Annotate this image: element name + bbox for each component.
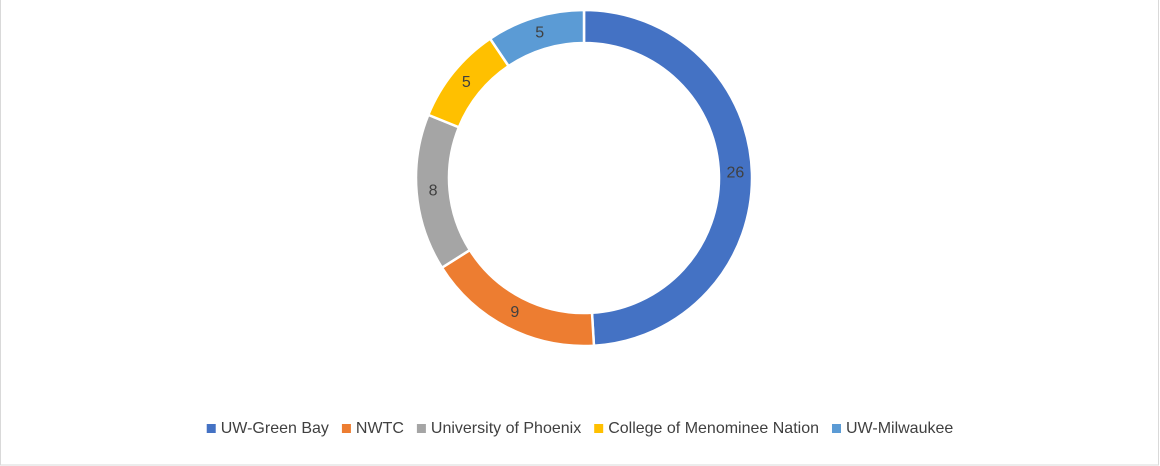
legend-label: College of Menominee Nation: [608, 420, 819, 437]
data-label: 26: [727, 165, 745, 182]
data-label: 8: [429, 183, 438, 200]
legend-swatch: [594, 424, 604, 433]
legend-label: UW-Milwaukee: [846, 420, 953, 437]
legend-label: NWTC: [356, 420, 404, 437]
legend-label: University of Phoenix: [431, 420, 581, 437]
legend-swatch: [341, 424, 351, 433]
legend-label: UW-Green Bay: [221, 420, 329, 437]
segment: [582, 8, 754, 348]
legend: UW-Green Bay NWTC University of Phoenix Col…: [206, 420, 953, 437]
legend-swatch: [206, 424, 216, 433]
segment: [488, 8, 586, 68]
legend-swatch: [831, 424, 841, 433]
data-label: 5: [535, 24, 544, 41]
data-label: 5: [462, 74, 471, 91]
data-label: 9: [510, 304, 519, 321]
legend-swatch: [416, 424, 426, 433]
